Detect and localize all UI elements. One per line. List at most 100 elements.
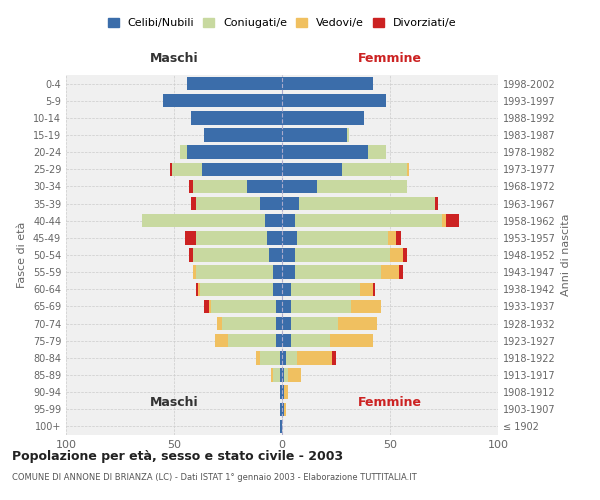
Bar	[209, 300, 211, 313]
Bar	[202, 162, 282, 176]
Bar	[403, 248, 407, 262]
Bar	[280, 402, 282, 416]
Bar	[187, 77, 282, 90]
Text: Maschi: Maschi	[149, 396, 199, 409]
Bar	[295, 266, 382, 279]
Bar	[217, 317, 221, 330]
Bar	[204, 300, 209, 313]
Bar	[221, 317, 275, 330]
Bar	[274, 368, 280, 382]
Bar	[317, 180, 407, 193]
Text: COMUNE DI ANNONE DI BRIANZA (LC) - Dati ISTAT 1° gennaio 2003 - Elaborazione TUT: COMUNE DI ANNONE DI BRIANZA (LC) - Dati …	[12, 473, 417, 482]
Bar	[388, 231, 397, 244]
Bar	[282, 351, 286, 364]
Bar	[260, 197, 282, 210]
Bar	[289, 368, 301, 382]
Bar	[193, 266, 196, 279]
Bar	[211, 300, 275, 313]
Bar	[191, 197, 196, 210]
Bar	[295, 214, 442, 228]
Bar	[398, 266, 403, 279]
Bar	[347, 128, 349, 141]
Bar	[329, 334, 373, 347]
Bar	[260, 351, 280, 364]
Bar	[271, 368, 274, 382]
Bar	[290, 334, 329, 347]
Bar	[373, 282, 375, 296]
Bar	[196, 231, 267, 244]
Bar	[275, 300, 282, 313]
Bar	[282, 402, 284, 416]
Bar	[275, 317, 282, 330]
Bar	[286, 351, 297, 364]
Bar	[297, 351, 332, 364]
Bar	[274, 266, 282, 279]
Bar	[247, 180, 282, 193]
Bar	[181, 146, 187, 159]
Bar	[193, 248, 269, 262]
Bar	[170, 162, 172, 176]
Bar	[397, 231, 401, 244]
Bar	[390, 248, 403, 262]
Bar	[282, 231, 297, 244]
Bar	[198, 282, 200, 296]
Y-axis label: Fasce di età: Fasce di età	[17, 222, 27, 288]
Text: Maschi: Maschi	[149, 52, 199, 65]
Bar	[269, 248, 282, 262]
Bar	[290, 282, 360, 296]
Bar	[442, 214, 446, 228]
Bar	[280, 351, 282, 364]
Bar	[282, 300, 290, 313]
Bar	[351, 300, 382, 313]
Bar	[189, 180, 193, 193]
Bar	[282, 77, 373, 90]
Bar	[280, 368, 282, 382]
Bar	[284, 402, 286, 416]
Bar	[215, 334, 228, 347]
Bar	[282, 317, 290, 330]
Bar	[189, 248, 193, 262]
Bar	[343, 162, 407, 176]
Bar	[282, 111, 364, 124]
Bar	[284, 386, 289, 399]
Bar	[297, 231, 388, 244]
Bar	[196, 266, 274, 279]
Bar	[282, 386, 284, 399]
Bar	[282, 368, 284, 382]
Bar	[299, 197, 436, 210]
Bar	[185, 231, 196, 244]
Bar	[282, 214, 295, 228]
Bar	[282, 197, 299, 210]
Bar	[142, 214, 265, 228]
Legend: Celibi/Nubili, Coniugati/e, Vedovi/e, Divorziati/e: Celibi/Nubili, Coniugati/e, Vedovi/e, Di…	[106, 16, 458, 30]
Bar	[265, 214, 282, 228]
Bar	[200, 282, 274, 296]
Bar	[368, 146, 386, 159]
Bar	[407, 162, 409, 176]
Bar	[446, 214, 459, 228]
Bar	[187, 146, 282, 159]
Bar	[282, 128, 347, 141]
Bar	[204, 128, 282, 141]
Bar	[172, 162, 202, 176]
Bar	[163, 94, 282, 108]
Bar	[284, 368, 289, 382]
Y-axis label: Anni di nascita: Anni di nascita	[561, 214, 571, 296]
Bar	[282, 180, 317, 193]
Bar	[282, 146, 368, 159]
Bar	[196, 197, 260, 210]
Bar	[282, 266, 295, 279]
Bar	[382, 266, 398, 279]
Bar	[332, 351, 336, 364]
Bar	[274, 282, 282, 296]
Bar	[193, 180, 247, 193]
Bar	[282, 94, 386, 108]
Bar	[280, 386, 282, 399]
Bar	[282, 248, 295, 262]
Bar	[275, 334, 282, 347]
Bar	[196, 282, 198, 296]
Bar	[228, 334, 275, 347]
Text: Femmine: Femmine	[358, 396, 422, 409]
Bar	[282, 162, 343, 176]
Bar	[338, 317, 377, 330]
